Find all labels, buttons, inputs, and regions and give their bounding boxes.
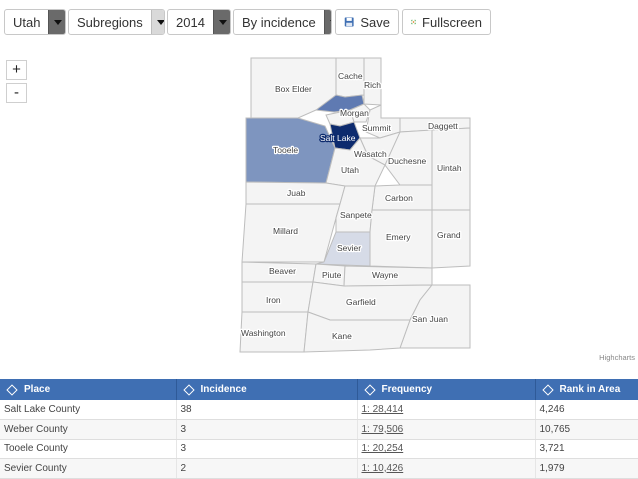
label-emery: Emery: [386, 232, 411, 242]
label-utah: Utah: [341, 165, 359, 175]
zoom-in-button[interactable]: +: [6, 60, 27, 80]
label-morgan: Morgan: [340, 108, 369, 118]
zoom-out-button[interactable]: -: [6, 83, 27, 103]
frequency-link[interactable]: 1: 20,254: [361, 443, 404, 455]
cell-place: Sevier County: [0, 458, 177, 479]
label-millard: Millard: [273, 226, 298, 236]
sort-diamond-icon: [541, 383, 554, 396]
column-header-place[interactable]: Place: [0, 379, 177, 400]
chevron-down-icon: [48, 10, 65, 34]
table-row: Tooele County 3 1: 20,254 3,721: [0, 439, 638, 459]
label-daggett: Daggett: [428, 121, 458, 131]
label-sanpete: Sanpete: [340, 210, 372, 220]
fullscreen-icon: [411, 19, 416, 25]
sort-value: By incidence: [242, 15, 316, 30]
label-duchesne: Duchesne: [388, 156, 427, 166]
label-uintah: Uintah: [437, 163, 462, 173]
cell-frequency[interactable]: 1: 79,506: [357, 419, 536, 440]
county-weber[interactable]: [314, 94, 365, 113]
label-carbon: Carbon: [385, 193, 413, 203]
cell-frequency[interactable]: 1: 20,254: [357, 439, 536, 459]
state-select[interactable]: Utah: [4, 9, 66, 35]
frequency-link[interactable]: 1: 28,414: [361, 404, 404, 415]
year-select[interactable]: 2014: [167, 9, 231, 35]
save-label: Save: [360, 14, 390, 30]
label-garfield: Garfield: [346, 297, 376, 307]
chevron-down-icon: [323, 10, 331, 34]
cell-incidence: 3: [176, 419, 358, 440]
fullscreen-button[interactable]: Fullscreen: [402, 9, 491, 35]
map-credit[interactable]: Highcharts: [599, 353, 635, 362]
label-rich: Rich: [364, 80, 381, 90]
column-header-rank[interactable]: Rank in Area: [535, 379, 638, 400]
label-beaver: Beaver: [269, 266, 296, 276]
label-piute: Piute: [322, 270, 342, 280]
cell-rank: 10,765: [535, 419, 638, 440]
chevron-down-icon: [212, 10, 230, 34]
county-grand[interactable]: [431, 209, 471, 269]
results-table: Place Incidence Frequency Rank in Area S…: [0, 379, 638, 479]
utah-county-map[interactable]: Box Elder Cache Rich Morgan Salt Lake Su…: [0, 0, 638, 370]
county-millard[interactable]: [241, 203, 341, 263]
frequency-link[interactable]: 1: 79,506: [361, 423, 404, 435]
cell-incidence: 2: [176, 458, 358, 479]
label-wasatch: Wasatch: [354, 149, 387, 159]
save-button[interactable]: Save: [335, 9, 399, 35]
column-header-incidence[interactable]: Incidence: [176, 379, 358, 400]
label-sevier: Sevier: [337, 243, 361, 253]
cell-rank: 3,721: [535, 439, 638, 459]
sort-diamond-icon: [363, 383, 376, 396]
table-header-row: Place Incidence Frequency Rank in Area: [0, 379, 638, 400]
label-iron: Iron: [266, 295, 281, 305]
label-wayne: Wayne: [372, 270, 398, 280]
county-labels: Box Elder Cache Rich Morgan Salt Lake Su…: [240, 70, 463, 343]
cell-rank: 1,979: [535, 458, 638, 479]
cell-rank: 4,246: [535, 400, 638, 420]
label-salt-lake: Salt Lake: [320, 133, 356, 143]
cell-incidence: 3: [176, 439, 358, 459]
state-select-value: Utah: [13, 15, 41, 30]
label-cache: Cache: [338, 71, 363, 81]
label-tooele: Tooele: [273, 145, 298, 155]
county-kane[interactable]: [303, 311, 411, 353]
table-row: Weber County 3 1: 79,506 10,765: [0, 419, 638, 440]
cell-incidence: 38: [176, 400, 358, 420]
label-grand: Grand: [437, 230, 461, 240]
floppy-disk-icon: [344, 17, 354, 27]
cell-place: Weber County: [0, 419, 177, 440]
region-mode-select[interactable]: Subregions: [68, 9, 165, 35]
cell-place: Tooele County: [0, 439, 177, 459]
year-value: 2014: [176, 15, 205, 30]
sort-select[interactable]: By incidence: [233, 9, 332, 35]
cell-frequency[interactable]: 1: 28,414: [357, 400, 536, 420]
label-summit: Summit: [362, 123, 391, 133]
label-washington: Washington: [241, 328, 286, 338]
column-header-frequency[interactable]: Frequency: [357, 379, 536, 400]
frequency-link[interactable]: 1: 10,426: [361, 462, 404, 474]
sort-diamond-icon: [182, 383, 195, 396]
cell-frequency[interactable]: 1: 10,426: [357, 458, 536, 479]
label-kane: Kane: [332, 331, 352, 341]
county-shapes: [239, 57, 471, 353]
sort-diamond-icon: [6, 383, 18, 396]
label-san-juan: San Juan: [412, 314, 448, 324]
table-row: Sevier County 2 1: 10,426 1,979: [0, 458, 638, 479]
label-juab: Juab: [287, 188, 306, 198]
region-mode-value: Subregions: [77, 15, 143, 30]
fullscreen-label: Fullscreen: [422, 14, 482, 30]
table-row: Salt Lake County 38 1: 28,414 4,246: [0, 400, 638, 420]
cell-place: Salt Lake County: [0, 400, 177, 420]
label-box-elder: Box Elder: [275, 84, 312, 94]
chevron-down-icon: [150, 10, 164, 34]
